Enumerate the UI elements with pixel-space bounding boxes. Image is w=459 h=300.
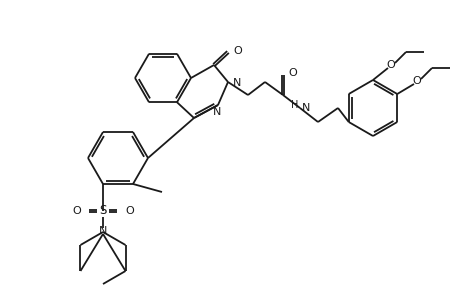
Text: O: O xyxy=(72,206,81,216)
Text: S: S xyxy=(99,205,106,218)
Text: O: O xyxy=(287,68,296,78)
Text: N: N xyxy=(233,78,241,88)
Text: N: N xyxy=(302,103,310,113)
Text: O: O xyxy=(125,206,134,216)
Text: O: O xyxy=(412,76,420,86)
Text: O: O xyxy=(386,60,395,70)
Text: H: H xyxy=(290,100,297,110)
Text: N: N xyxy=(213,107,221,117)
Text: N: N xyxy=(99,226,107,236)
Text: O: O xyxy=(233,46,241,56)
